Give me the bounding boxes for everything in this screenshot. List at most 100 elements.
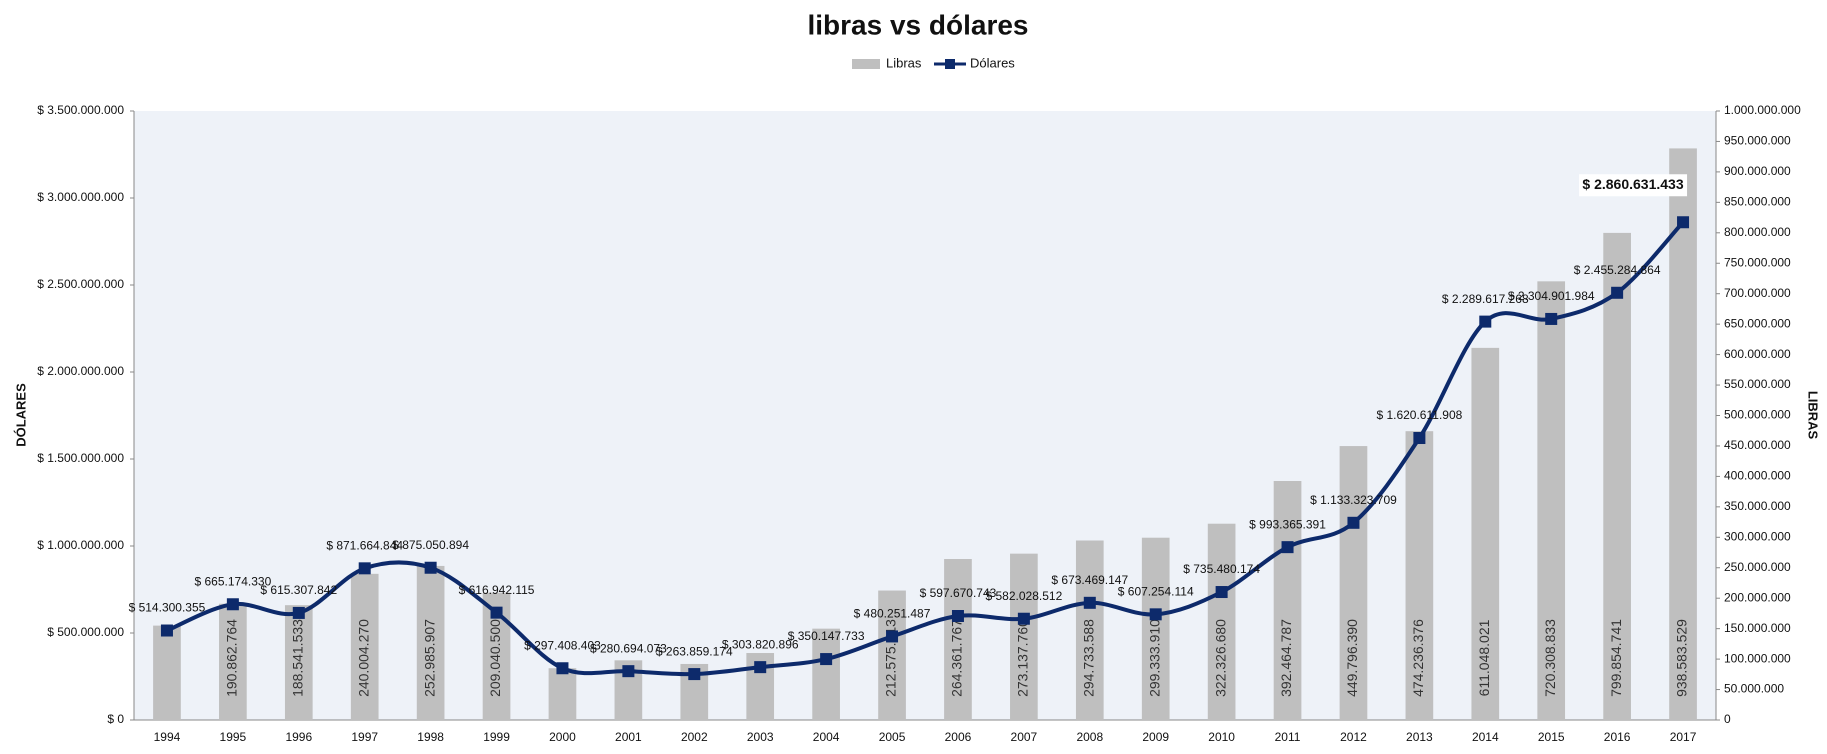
x-tick-label: 2010 xyxy=(1208,730,1235,744)
bar xyxy=(1207,523,1236,720)
x-tick-label: 2007 xyxy=(1011,730,1038,744)
bar xyxy=(1075,540,1104,720)
y2-tick-label: 300.000.000 xyxy=(1724,529,1791,543)
line-label: $ 2.860.631.433 xyxy=(1582,176,1683,192)
bar-label: 190.862.764 xyxy=(224,619,240,697)
x-tick-label: 2016 xyxy=(1604,730,1631,744)
line-label: $ 735.480.174 xyxy=(1183,562,1260,576)
x-tick-label: 2012 xyxy=(1340,730,1367,744)
line-marker xyxy=(226,598,239,611)
y2-tick-label: 250.000.000 xyxy=(1724,560,1791,574)
line-marker xyxy=(1149,608,1162,621)
x-tick-label: 2002 xyxy=(681,730,708,744)
y-tick-label: $ 1.500.000.000 xyxy=(37,451,124,465)
chart-title: libras vs dólares xyxy=(807,9,1028,40)
bar xyxy=(219,603,247,720)
y2-axis-title: LIBRAS xyxy=(1806,391,1821,440)
y2-tick-label: 500.000.000 xyxy=(1724,408,1791,422)
line-marker xyxy=(622,665,635,678)
y2-tick-label: 900.000.000 xyxy=(1724,164,1791,178)
bar xyxy=(878,590,906,720)
line-label: $ 875.050.894 xyxy=(392,538,469,552)
line-label: $ 615.307.842 xyxy=(260,583,337,597)
y2-tick-label: 50.000.000 xyxy=(1724,682,1784,696)
bar xyxy=(548,668,577,720)
line-marker xyxy=(292,606,305,619)
x-tick-label: 1998 xyxy=(417,730,444,744)
line-marker xyxy=(1347,516,1360,529)
bar-label: 720.308.833 xyxy=(1542,619,1558,697)
line-marker xyxy=(951,610,964,623)
bar xyxy=(1471,347,1500,720)
x-tick-label: 2005 xyxy=(879,730,906,744)
x-tick-label: 1994 xyxy=(154,730,181,744)
y2-tick-label: 700.000.000 xyxy=(1724,286,1791,300)
y-tick-label: $ 0 xyxy=(107,712,124,726)
y2-tick-label: 800.000.000 xyxy=(1724,225,1791,239)
line-marker xyxy=(1677,216,1690,229)
bar xyxy=(284,605,313,720)
x-tick-label: 2015 xyxy=(1538,730,1565,744)
y2-tick-label: 150.000.000 xyxy=(1724,621,1791,635)
line-marker xyxy=(886,630,899,643)
bar xyxy=(1669,148,1697,720)
x-tick-label: 2011 xyxy=(1275,730,1301,744)
y2-tick-label: 400.000.000 xyxy=(1724,469,1791,483)
label-box xyxy=(1579,174,1688,197)
line-label: $ 665.174.330 xyxy=(195,574,272,588)
bar xyxy=(153,625,181,720)
line-label: $ 607.254.114 xyxy=(1118,585,1194,599)
line-marker xyxy=(358,562,371,575)
line-label: $ 280.694.073 xyxy=(590,641,667,655)
line-label: $ 2.289.617.268 xyxy=(1442,292,1529,306)
y-tick-label: $ 2.500.000.000 xyxy=(37,277,124,291)
y2-tick-label: 950.000.000 xyxy=(1724,134,1791,148)
x-tick-label: 2004 xyxy=(813,730,840,744)
y2-tick-label: 0 xyxy=(1724,712,1731,726)
line-marker xyxy=(1545,312,1558,325)
bar xyxy=(812,628,840,720)
x-tick-label: 2009 xyxy=(1142,730,1169,744)
bar-label: 449.796.390 xyxy=(1344,619,1360,697)
bar-label: 322.326.680 xyxy=(1212,619,1228,697)
x-tick-label: 1997 xyxy=(351,730,378,744)
y2-tick-label: 650.000.000 xyxy=(1724,316,1791,330)
bar-label: 611.048.021 xyxy=(1476,619,1492,696)
y-tick-label: $ 3.500.000.000 xyxy=(37,103,124,117)
x-tick-label: 2013 xyxy=(1406,730,1433,744)
bar xyxy=(1141,537,1170,720)
line-label: $ 480.251.487 xyxy=(854,607,931,621)
x-tick-label: 1996 xyxy=(285,730,312,744)
line-marker xyxy=(1215,586,1228,599)
y2-tick-label: 450.000.000 xyxy=(1724,438,1791,452)
line-marker xyxy=(1413,432,1426,445)
y2-tick-label: 850.000.000 xyxy=(1724,195,1791,209)
x-tick-label: 2003 xyxy=(747,730,774,744)
x-tick-label: 2006 xyxy=(945,730,972,744)
line-marker xyxy=(1479,315,1492,328)
bar-label: 209.040.500 xyxy=(487,619,503,697)
plot-area xyxy=(134,111,1716,720)
line-marker xyxy=(754,661,767,674)
bar-label: 392.464.787 xyxy=(1278,619,1294,697)
line-marker xyxy=(424,561,437,574)
line-label: $ 673.469.147 xyxy=(1051,573,1128,587)
line-label: $ 1.133.323.709 xyxy=(1310,493,1397,507)
legend-swatch xyxy=(852,59,880,69)
bar xyxy=(1603,232,1631,720)
y-tick-label: $ 500.000.000 xyxy=(47,625,124,639)
bar xyxy=(350,573,379,720)
line-label: $ 1.620.611.908 xyxy=(1376,408,1462,422)
line-marker xyxy=(1083,596,1096,609)
bar-label: 264.361.767 xyxy=(949,619,965,697)
y2-tick-label: 750.000.000 xyxy=(1724,255,1791,269)
legend-label: Libras xyxy=(886,55,922,70)
line-label: $ 597.670.743 xyxy=(920,586,997,600)
line-label: $ 303.820.896 xyxy=(722,637,799,651)
x-tick-label: 2000 xyxy=(549,730,576,744)
bar xyxy=(1273,480,1302,720)
y2-tick-label: 100.000.000 xyxy=(1724,651,1791,665)
line-label: $ 2.455.284.864 xyxy=(1574,263,1661,277)
y-tick-label: $ 3.000.000.000 xyxy=(37,190,124,204)
